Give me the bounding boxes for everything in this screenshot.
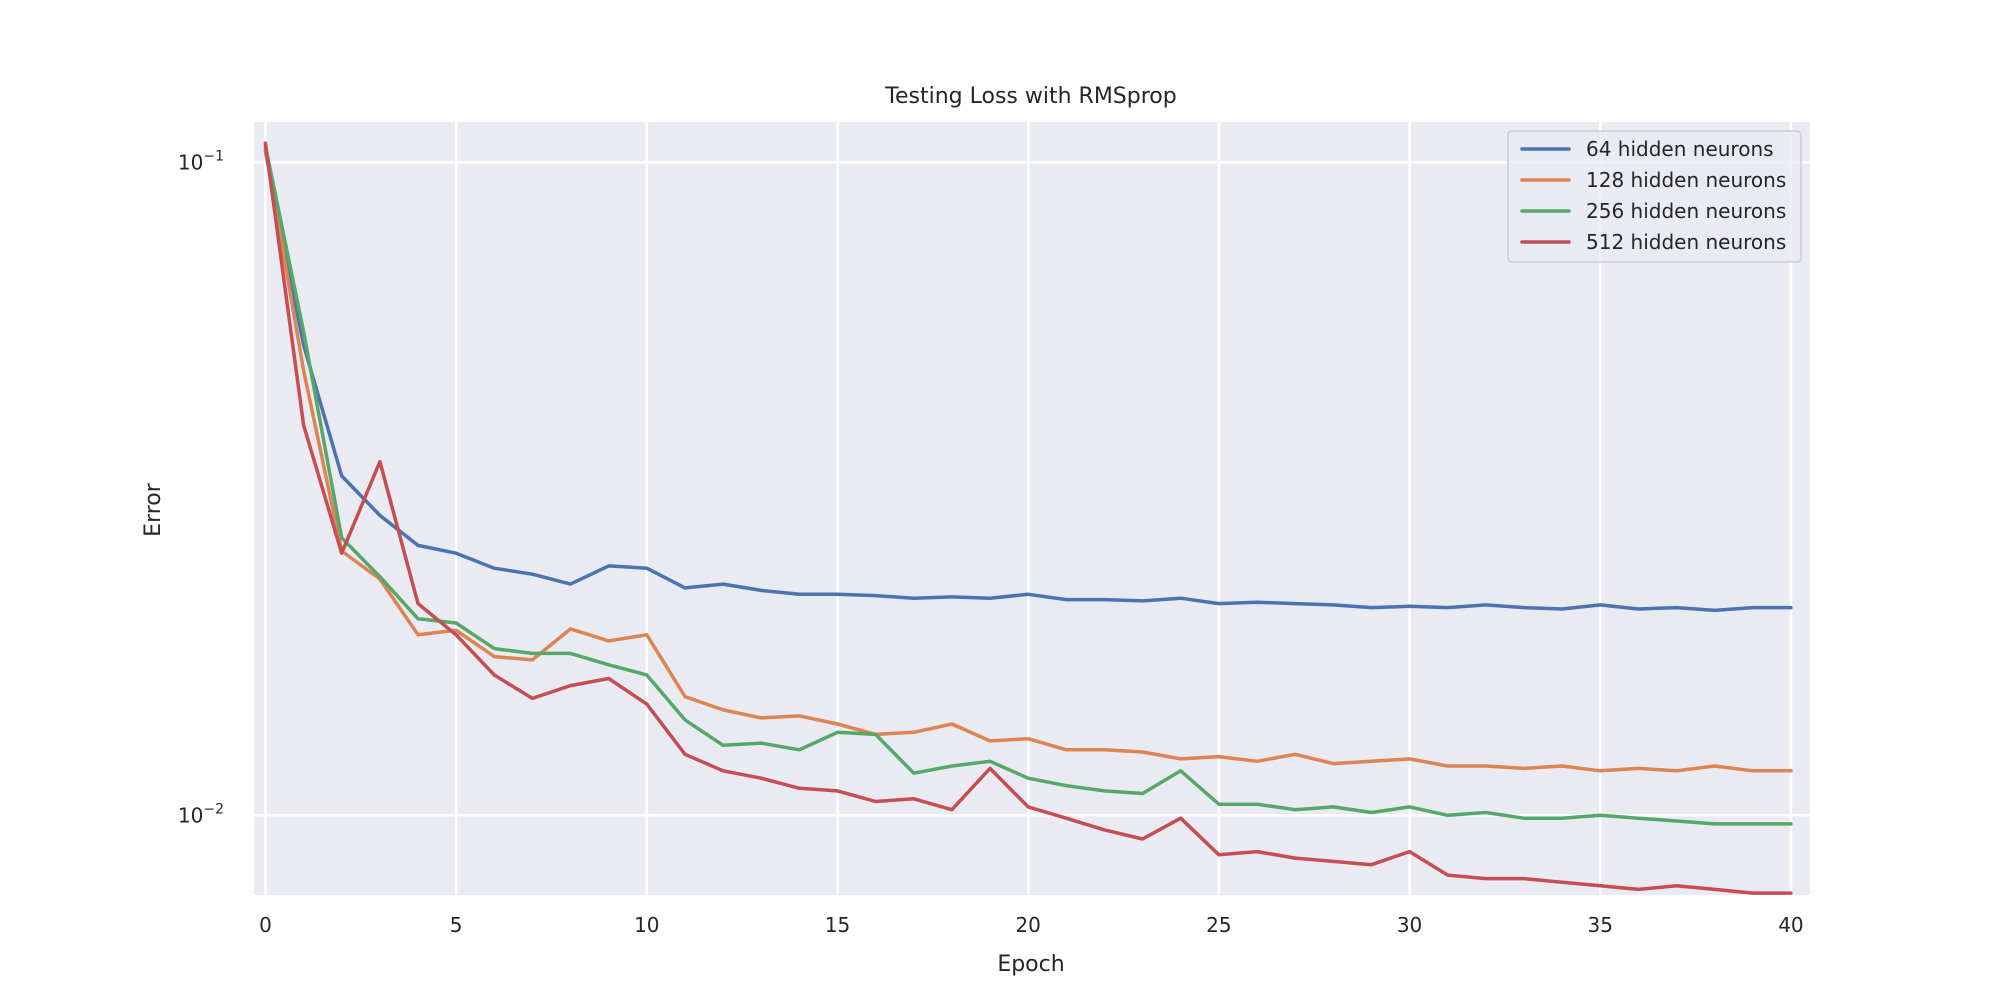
x-tick-label: 35: [1588, 913, 1613, 937]
y-axis-label: Error: [141, 482, 166, 537]
legend-box: [1507, 130, 1802, 263]
series-lines: [263, 141, 1793, 895]
chart-title: Testing Loss with RMSprop: [884, 84, 1176, 109]
legend-label-3: 256 hidden neurons: [1586, 199, 1786, 223]
legend-items: 64 hidden neurons 128 hidden neurons 256 h…: [1520, 137, 1786, 254]
legend-label-1: 64 hidden neurons: [1586, 137, 1774, 161]
x-tick-label: 25: [1206, 913, 1231, 937]
series-line-1: [263, 149, 1793, 613]
y-tick-base: 10: [178, 803, 203, 827]
legend-label-2: 128 hidden neurons: [1586, 168, 1786, 192]
legend-label-4: 512 hidden neurons: [1586, 230, 1786, 254]
y-tick-base: 10: [178, 150, 203, 174]
y-axis-ticks: 10−110−2: [178, 148, 224, 827]
series-line-4: [263, 141, 1793, 895]
x-tick-label: 0: [259, 913, 272, 937]
x-tick-label: 10: [634, 913, 659, 937]
x-axis-ticks: 0 5 10 15 20 25 30 35 40: [259, 913, 1804, 937]
y-tick-exponent: −2: [203, 801, 224, 817]
legend: 64 hidden neurons 128 hidden neurons 256 h…: [1507, 130, 1802, 263]
x-axis-label: Epoch: [997, 952, 1064, 977]
series-line-3: [263, 144, 1793, 826]
y-tick-label: 10−2: [178, 801, 224, 827]
x-tick-label: 20: [1015, 913, 1040, 937]
y-tick-exponent: −1: [203, 148, 224, 164]
x-tick-label: 15: [825, 913, 850, 937]
x-tick-label: 30: [1397, 913, 1422, 937]
series-line-2: [263, 146, 1793, 773]
x-tick-label: 5: [450, 913, 463, 937]
y-tick-label: 10−1: [178, 148, 224, 174]
x-tick-label: 40: [1778, 913, 1803, 937]
